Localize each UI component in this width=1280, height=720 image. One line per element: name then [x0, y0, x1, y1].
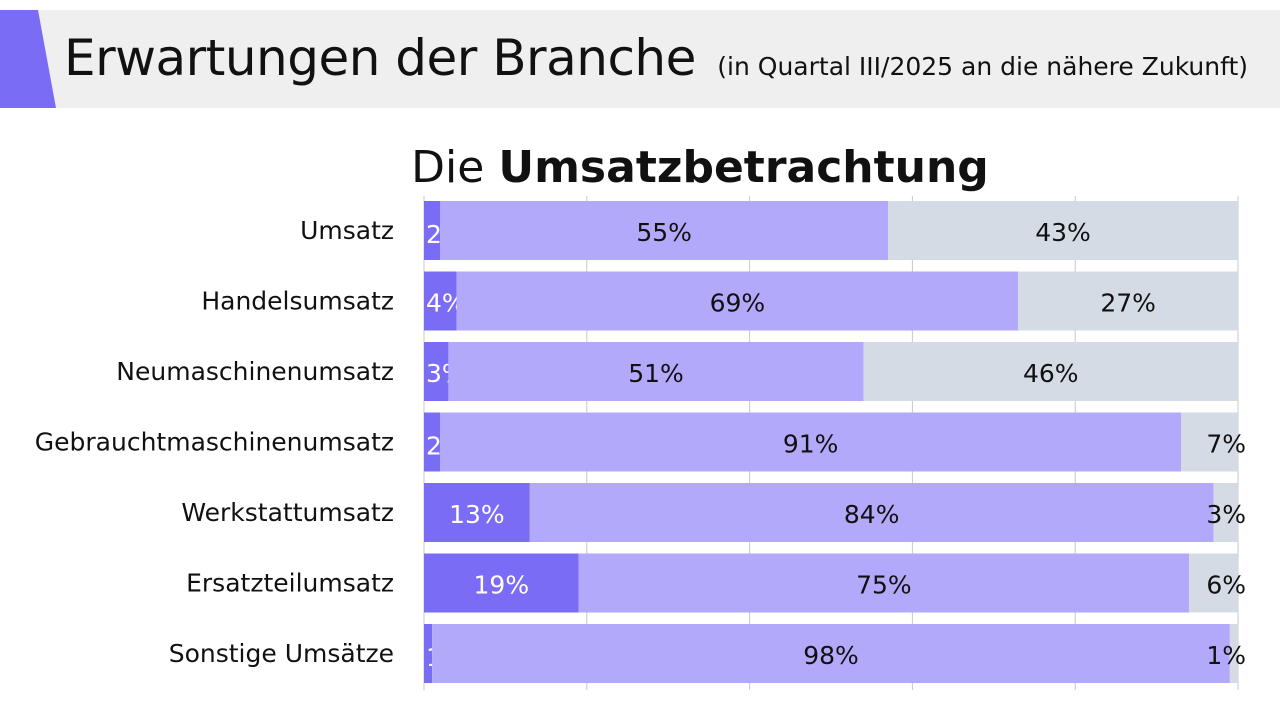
bar-segment [424, 412, 441, 472]
bar-segment [578, 553, 1190, 613]
bar-segment [863, 342, 1238, 401]
data-label: 1% [1206, 641, 1246, 670]
bar-segment [424, 201, 441, 260]
category-label: Neumaschinenumsatz [116, 357, 394, 386]
data-label: 19% [474, 571, 530, 600]
category-label: Umsatz [300, 216, 394, 245]
data-label: 69% [710, 289, 766, 318]
data-label: 43% [1035, 218, 1091, 247]
data-label: 55% [636, 218, 692, 247]
page-title-text: Erwartungen der Branche [64, 29, 696, 87]
bar-segment [440, 201, 888, 260]
bar-segment [424, 624, 433, 683]
bar-segment [1181, 412, 1238, 472]
data-label: 46% [1023, 359, 1079, 388]
header-band [0, 10, 1280, 108]
bar-segment [1189, 553, 1238, 613]
category-label: Werkstattumsatz [181, 498, 394, 527]
bar-segment [1018, 271, 1238, 331]
bar-segment [887, 201, 1238, 260]
category-label: Gebrauchtmaschinenumsatz [35, 428, 394, 457]
bar-segment [529, 483, 1214, 542]
header-accent [0, 10, 56, 108]
data-label: 91% [783, 430, 839, 459]
page-subtitle: (in Quartal III/2025 an die nähere Zukun… [717, 52, 1249, 81]
data-label: 75% [856, 571, 912, 600]
bar-segment [1213, 483, 1238, 542]
data-label: 27% [1100, 289, 1156, 318]
bar-segment [456, 271, 1019, 331]
chart-title-emphasis: Umsatzbetrachtung [498, 142, 989, 193]
chart-title-prefix: Die [411, 142, 485, 193]
bar-segment [440, 412, 1182, 472]
bar-segment [424, 553, 579, 613]
category-label: Handelsumsatz [201, 287, 394, 316]
bar-segment [424, 483, 530, 542]
data-label: 6% [1206, 571, 1246, 600]
bar-segment [448, 342, 864, 401]
category-label: Sonstige Umsätze [169, 639, 394, 668]
data-label: 7% [1206, 430, 1246, 459]
bar-segment [432, 624, 1230, 683]
chart-title: Die Umsatzbetrachtung [0, 140, 1280, 196]
bar-segment [424, 271, 457, 331]
data-label: 51% [628, 359, 684, 388]
data-label: 84% [844, 500, 900, 529]
bar-segment [424, 342, 449, 401]
data-label: 98% [803, 641, 859, 670]
data-label: 3% [1206, 500, 1246, 529]
bar-segment [1229, 624, 1238, 683]
page-title: Erwartungen der Branche (in Quartal III/… [64, 28, 1248, 97]
data-label: 13% [449, 500, 505, 529]
category-label: Ersatzteilumsatz [186, 569, 394, 598]
